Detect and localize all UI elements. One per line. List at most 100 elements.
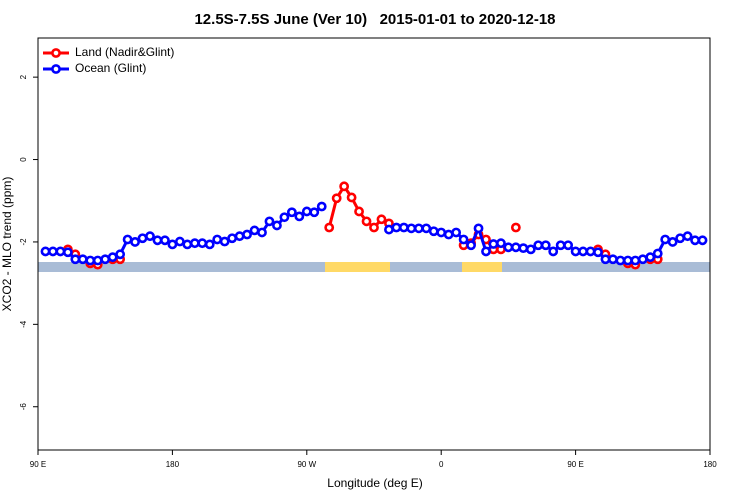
data-point (436, 227, 447, 238)
data-point (481, 246, 491, 257)
legend: Land (Nadir&Glint) Ocean (Glint) (43, 45, 174, 75)
y-tick-label: -6 (19, 403, 28, 411)
legend-label: Ocean (Glint) (75, 61, 146, 75)
data-point (145, 231, 155, 242)
data-point (294, 211, 305, 222)
data-point (160, 235, 170, 246)
data-point (339, 181, 350, 192)
data-point (473, 223, 484, 234)
data-point (593, 247, 603, 258)
x-tick-label: 90 W (297, 460, 316, 469)
data-point (667, 237, 678, 247)
data-point (637, 254, 648, 265)
data-point (107, 252, 118, 263)
data-point (652, 248, 663, 259)
data-point (272, 220, 282, 231)
data-point (533, 240, 544, 251)
data-point (92, 255, 103, 266)
data-point (354, 206, 364, 217)
data-point (62, 247, 73, 258)
data-point (503, 242, 514, 253)
data-point (346, 192, 357, 203)
data-point (540, 240, 551, 251)
data-point (466, 240, 476, 251)
data-point (264, 216, 275, 227)
data-point (137, 233, 148, 244)
data-point (130, 237, 140, 247)
chart-title: 12.5S-7.5S June (Ver 10) 2015-01-01 to 2… (194, 11, 555, 28)
data-point (234, 231, 245, 242)
data-point (682, 231, 693, 242)
data-point (570, 246, 581, 257)
data-point (167, 239, 178, 250)
data-point (622, 255, 633, 266)
data-point (488, 239, 499, 249)
data-point (40, 246, 51, 257)
data-point (525, 244, 536, 255)
data-point (309, 207, 320, 218)
y-tick-label: 0 (19, 157, 28, 162)
data-point (496, 238, 506, 249)
data-point (690, 235, 700, 246)
mask-land (325, 262, 390, 272)
data-point (316, 201, 327, 212)
data-point (369, 222, 379, 233)
data-point (257, 227, 267, 238)
data-point (406, 223, 417, 234)
data-point (115, 249, 126, 260)
data-point (376, 214, 387, 225)
data-point (421, 223, 432, 234)
data-point (227, 233, 238, 244)
data-point (152, 235, 163, 246)
data-point (510, 222, 521, 233)
data-point (182, 239, 193, 250)
data-point (242, 229, 252, 240)
data-point (428, 226, 439, 237)
data-point (324, 222, 335, 233)
data-point (174, 236, 185, 247)
plot-frame (37, 37, 711, 451)
x-tick-label: 90 E (30, 460, 46, 469)
x-tick-label: 90 E (567, 460, 583, 469)
data-point (249, 225, 260, 236)
y-tick-label: -4 (19, 320, 28, 328)
mask-land (462, 262, 502, 272)
data-point (219, 236, 230, 247)
data-point (451, 227, 462, 238)
legend-label: Land (Nadir&Glint) (75, 45, 174, 59)
data-point (197, 238, 208, 249)
data-point (697, 235, 708, 246)
data-point (100, 254, 111, 265)
data-point (189, 238, 200, 249)
data-point (555, 240, 566, 251)
data-point (204, 239, 215, 250)
data-point (518, 243, 529, 254)
data-point (630, 255, 641, 266)
data-point (675, 233, 686, 244)
data-point (212, 234, 223, 245)
data-point (301, 206, 312, 217)
y-tick-label: 2 (19, 74, 28, 79)
data-point (660, 234, 671, 245)
data-point (391, 222, 402, 233)
data-point (331, 193, 342, 204)
data-point (286, 207, 297, 218)
surface-mask (38, 262, 710, 272)
data-point (122, 234, 133, 245)
y-axis-label: XCO2 - MLO trend (ppm) (0, 177, 14, 312)
data-point (608, 254, 618, 265)
data-point (615, 255, 626, 266)
data-point (563, 240, 574, 251)
data-point (578, 246, 588, 257)
series (62, 181, 663, 270)
data-point (55, 246, 66, 257)
data-point (77, 254, 88, 265)
x-axis-label: Longitude (deg E) (327, 476, 422, 490)
data-point (510, 242, 521, 253)
legend-marker (51, 48, 61, 58)
x-tick-label: 180 (703, 460, 717, 469)
x-tick-label: 180 (166, 460, 180, 469)
data-point (384, 224, 394, 235)
